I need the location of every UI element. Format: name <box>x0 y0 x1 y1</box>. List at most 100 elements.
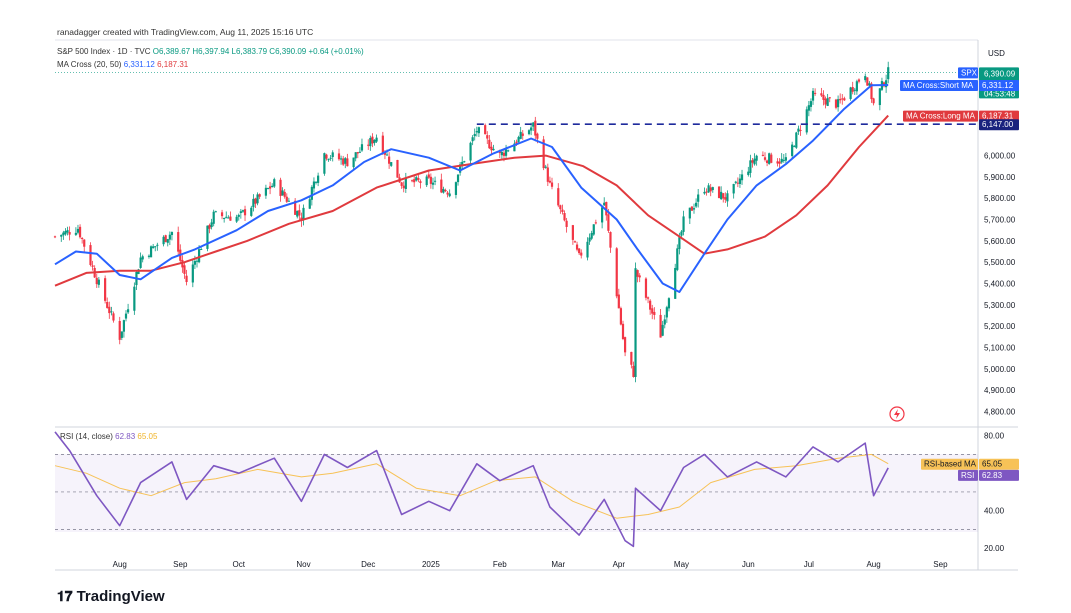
candle-body <box>548 180 552 183</box>
candle-body <box>225 216 228 218</box>
candle-body <box>694 202 698 207</box>
symbol-legend[interactable]: S&P 500 Index · 1D · TVC O6,389.67 H6,39… <box>57 47 364 56</box>
candle-body <box>753 158 756 165</box>
candle-body <box>419 181 422 184</box>
candle-body <box>208 224 211 229</box>
candle-body <box>732 183 735 194</box>
price-tick-label: 5,100.00 <box>984 343 1016 352</box>
candle-body <box>95 277 98 285</box>
price-tick-label: 4,800.00 <box>984 407 1016 416</box>
candle-body <box>678 237 681 249</box>
candle-body <box>872 98 875 104</box>
candle-body <box>133 286 136 311</box>
candle-body <box>663 319 666 325</box>
candle-body <box>667 298 671 309</box>
candle-body <box>210 222 213 228</box>
candle-body <box>413 179 416 183</box>
candle-body <box>717 186 721 199</box>
candle-body <box>488 139 491 149</box>
candle-body <box>513 143 516 152</box>
candle-body <box>544 166 547 168</box>
candle-body <box>197 249 201 263</box>
candle-body <box>507 150 510 152</box>
tradingview-logo[interactable]: 𝟏𝟕 TradingView <box>57 588 165 605</box>
candle-body <box>763 157 767 160</box>
candle-body <box>594 222 597 224</box>
rsi-ma-value-tag-text: 65.05 <box>982 460 1003 469</box>
candle-body <box>795 132 798 148</box>
rsi-legend[interactable]: RSI (14, close) 62.83 65.05 <box>60 432 157 441</box>
x-tick-label: Jul <box>804 560 814 569</box>
candle-body <box>268 186 272 189</box>
candle-body <box>822 94 825 100</box>
candle-body <box>561 209 564 212</box>
candle-body <box>588 237 591 242</box>
candle-body <box>530 127 533 131</box>
x-tick-label: Feb <box>493 560 507 569</box>
candle-body <box>461 161 464 166</box>
price-tick-label: 5,400.00 <box>984 280 1016 289</box>
short-ma-line <box>54 84 889 293</box>
candle-body <box>707 185 710 193</box>
candle-body <box>521 133 524 136</box>
candle-body <box>373 139 376 143</box>
candle-body <box>396 159 399 178</box>
rsi-value: 62.83 <box>115 432 136 441</box>
rsi-tag-box <box>958 469 978 481</box>
price-badge-line: 6,390.09 <box>984 69 1016 78</box>
rsi-tag-text: RSI <box>961 471 974 480</box>
candle-body <box>327 159 330 161</box>
candle-body <box>768 153 771 164</box>
candle-body <box>331 152 334 158</box>
candle-body <box>425 176 428 186</box>
candle-body <box>607 214 610 231</box>
candle-body <box>81 237 84 239</box>
candle-body <box>329 157 332 159</box>
candle-body <box>471 137 474 142</box>
spx-tag-box <box>958 67 978 79</box>
candle-body <box>857 79 861 82</box>
candle-body <box>431 182 435 185</box>
candle-body <box>108 306 111 314</box>
candle-body <box>751 160 754 163</box>
rsi-line <box>54 431 889 548</box>
long-ma-tag-box <box>903 110 978 122</box>
candle-body <box>841 98 844 100</box>
x-tick-label: Mar <box>551 560 565 569</box>
candle-body <box>344 158 347 164</box>
candle-body <box>688 207 691 219</box>
long-ma-tag-text: MA Cross:Long MA <box>906 112 976 121</box>
currency-label: USD <box>988 49 1005 58</box>
candle-body <box>603 202 606 206</box>
candle-body <box>68 232 71 235</box>
axes: USD 6,000.00 5,900.00 5,800.00 5,700.00 5,600… <box>113 49 1016 569</box>
candle-body <box>302 207 305 220</box>
candle-body <box>504 149 508 156</box>
candle-body <box>287 200 290 202</box>
candle-body <box>682 216 685 232</box>
candle-body <box>887 67 890 80</box>
candle-body <box>427 174 430 178</box>
candle-body <box>381 135 384 154</box>
lightning-icon[interactable] <box>889 406 905 422</box>
candle-body <box>749 160 752 173</box>
candle-body <box>885 80 888 88</box>
ohlc-values: O6,389.67 H6,397.94 L6,383.79 C6,390.09 <box>152 47 307 56</box>
candle-body <box>448 193 451 197</box>
candle-body <box>243 209 247 216</box>
candle-body <box>141 256 144 260</box>
candle-body <box>227 217 230 219</box>
candle-body <box>66 230 69 233</box>
candle-body <box>644 278 648 298</box>
candle-body <box>784 157 787 161</box>
candle-body <box>515 141 518 144</box>
candle-body <box>285 196 288 202</box>
ma-legend[interactable]: MA Cross (20, 50) 6,331.12 6,187.31 <box>57 60 188 69</box>
candle-body <box>559 205 562 210</box>
candle-body <box>74 232 77 235</box>
x-tick-label: Nov <box>296 560 310 569</box>
candle-body <box>851 87 854 92</box>
candle-body <box>417 178 420 181</box>
candle-body <box>590 233 593 239</box>
